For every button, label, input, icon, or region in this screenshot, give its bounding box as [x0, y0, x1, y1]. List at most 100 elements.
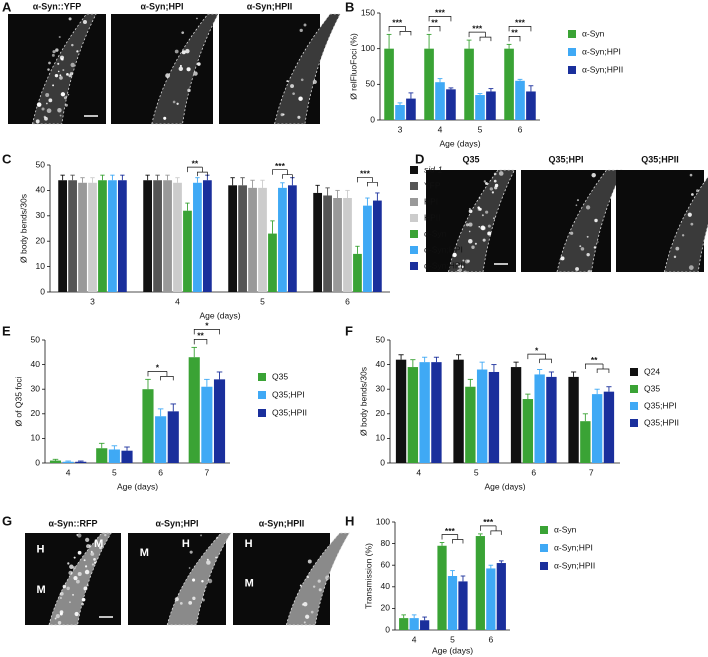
bracket: [193, 339, 208, 345]
bar: [96, 448, 108, 463]
fluorescent-spot: [178, 66, 184, 71]
legend-label: α-Syn: [424, 228, 447, 238]
fluorescent-spot: [299, 584, 302, 587]
error-bar: [422, 616, 427, 621]
x-tick-label: 4: [175, 296, 180, 306]
bar: [580, 421, 591, 463]
fluorescent-spot: [59, 55, 65, 60]
error-bar: [70, 174, 75, 181]
bracket: [585, 363, 604, 369]
sub-bracket: [197, 167, 208, 177]
fluorescent-spot: [452, 252, 457, 258]
fluorescent-spot: [47, 68, 50, 71]
bar: [62, 461, 74, 463]
fluorescent-spot: [569, 231, 574, 235]
error-bar: [488, 564, 494, 569]
bar: [108, 180, 117, 292]
bar: [591, 394, 603, 463]
legend-label: Q35;HPI: [644, 400, 677, 410]
fluorescent-spot: [318, 588, 322, 592]
bar: [278, 187, 287, 292]
bracket: [508, 36, 521, 42]
error-bar: [398, 354, 404, 360]
error-bar: [325, 187, 330, 196]
y-tick-label: 20: [36, 235, 46, 245]
legend-swatch: [410, 214, 418, 222]
bar: [248, 187, 257, 292]
fluorescent-spot: [55, 48, 59, 52]
y-tick-label: 10: [376, 433, 386, 443]
sub-bracket: [596, 363, 610, 373]
fluorescent-spot: [307, 559, 312, 564]
legend-label: α-Syn: [554, 524, 577, 534]
error-bar: [260, 179, 265, 188]
bar: [287, 185, 297, 292]
fluorescent-spot: [81, 597, 86, 602]
bar: [465, 386, 476, 463]
fluorescent-spot: [465, 259, 470, 264]
error-bar: [52, 458, 59, 461]
error-bar: [175, 177, 180, 183]
worm-body: [448, 169, 516, 273]
x-tick-label: 7: [589, 467, 594, 477]
bar: [201, 386, 213, 463]
fluorescent-spot: [59, 114, 62, 117]
image-title: α-Syn::RFP: [48, 518, 97, 528]
legend-label: α-Syn;HPII: [554, 560, 595, 570]
sub-bracket: [399, 26, 412, 36]
significance-label: **: [431, 18, 438, 28]
legend-label: sid-1: [424, 164, 443, 174]
bar: [313, 192, 323, 292]
significance-label: ***: [275, 161, 286, 171]
error-bar: [410, 359, 416, 368]
legend-label: α-Syn;HPII: [582, 64, 623, 74]
fluorescent-spot: [188, 567, 191, 569]
error-bar: [525, 393, 531, 400]
fluorescent-spot: [77, 571, 82, 577]
fluorescent-spot: [493, 217, 495, 220]
bracket: [428, 26, 441, 32]
bar: [188, 357, 200, 463]
worm-body: [166, 532, 232, 626]
fluorescent-spot: [192, 578, 196, 582]
y-tick-label: 30: [376, 383, 386, 393]
fluorescent-spot: [299, 28, 303, 33]
fluorescent-spot: [57, 70, 60, 73]
legend-label: Q35;HPII: [272, 407, 307, 417]
worm-body: [274, 13, 341, 125]
error-bar: [408, 92, 414, 99]
fluorescent-spot: [61, 58, 64, 61]
fluorescent-spot: [292, 92, 295, 95]
bar: [453, 359, 464, 463]
fluorescent-spot: [461, 265, 464, 269]
fluorescent-spot: [60, 92, 66, 97]
error-bar: [270, 220, 275, 234]
y-tick-label: 20: [376, 408, 386, 418]
panel-letter: B: [345, 0, 354, 14]
fluorescent-spot: [317, 579, 321, 583]
image-title: α-Syn;HPII: [247, 1, 293, 11]
bar: [108, 449, 120, 463]
fluorescent-spot: [303, 23, 307, 27]
error-bar: [450, 570, 455, 576]
x-tick-label: 3: [90, 296, 95, 306]
error-bar: [477, 93, 483, 96]
bar: [98, 180, 107, 292]
fluorescent-spot: [575, 204, 578, 207]
x-axis-label: Age (days): [117, 481, 158, 491]
fluorescent-spot: [586, 252, 590, 257]
error-bar: [513, 361, 519, 368]
y-tick-label: 100: [361, 43, 375, 53]
fluorescent-spot: [76, 50, 79, 53]
fluorescent-spot: [687, 212, 692, 217]
fluorescent-spot: [73, 576, 78, 581]
fluorescent-spot: [72, 566, 76, 570]
bar: [363, 205, 372, 292]
fluorescent-spot: [86, 544, 91, 549]
legend-label: YFP: [424, 180, 441, 190]
fluorescent-spot: [85, 537, 90, 543]
bar: [464, 48, 474, 120]
fluorescent-spot: [579, 245, 582, 248]
fluorescent-spot: [77, 550, 82, 555]
